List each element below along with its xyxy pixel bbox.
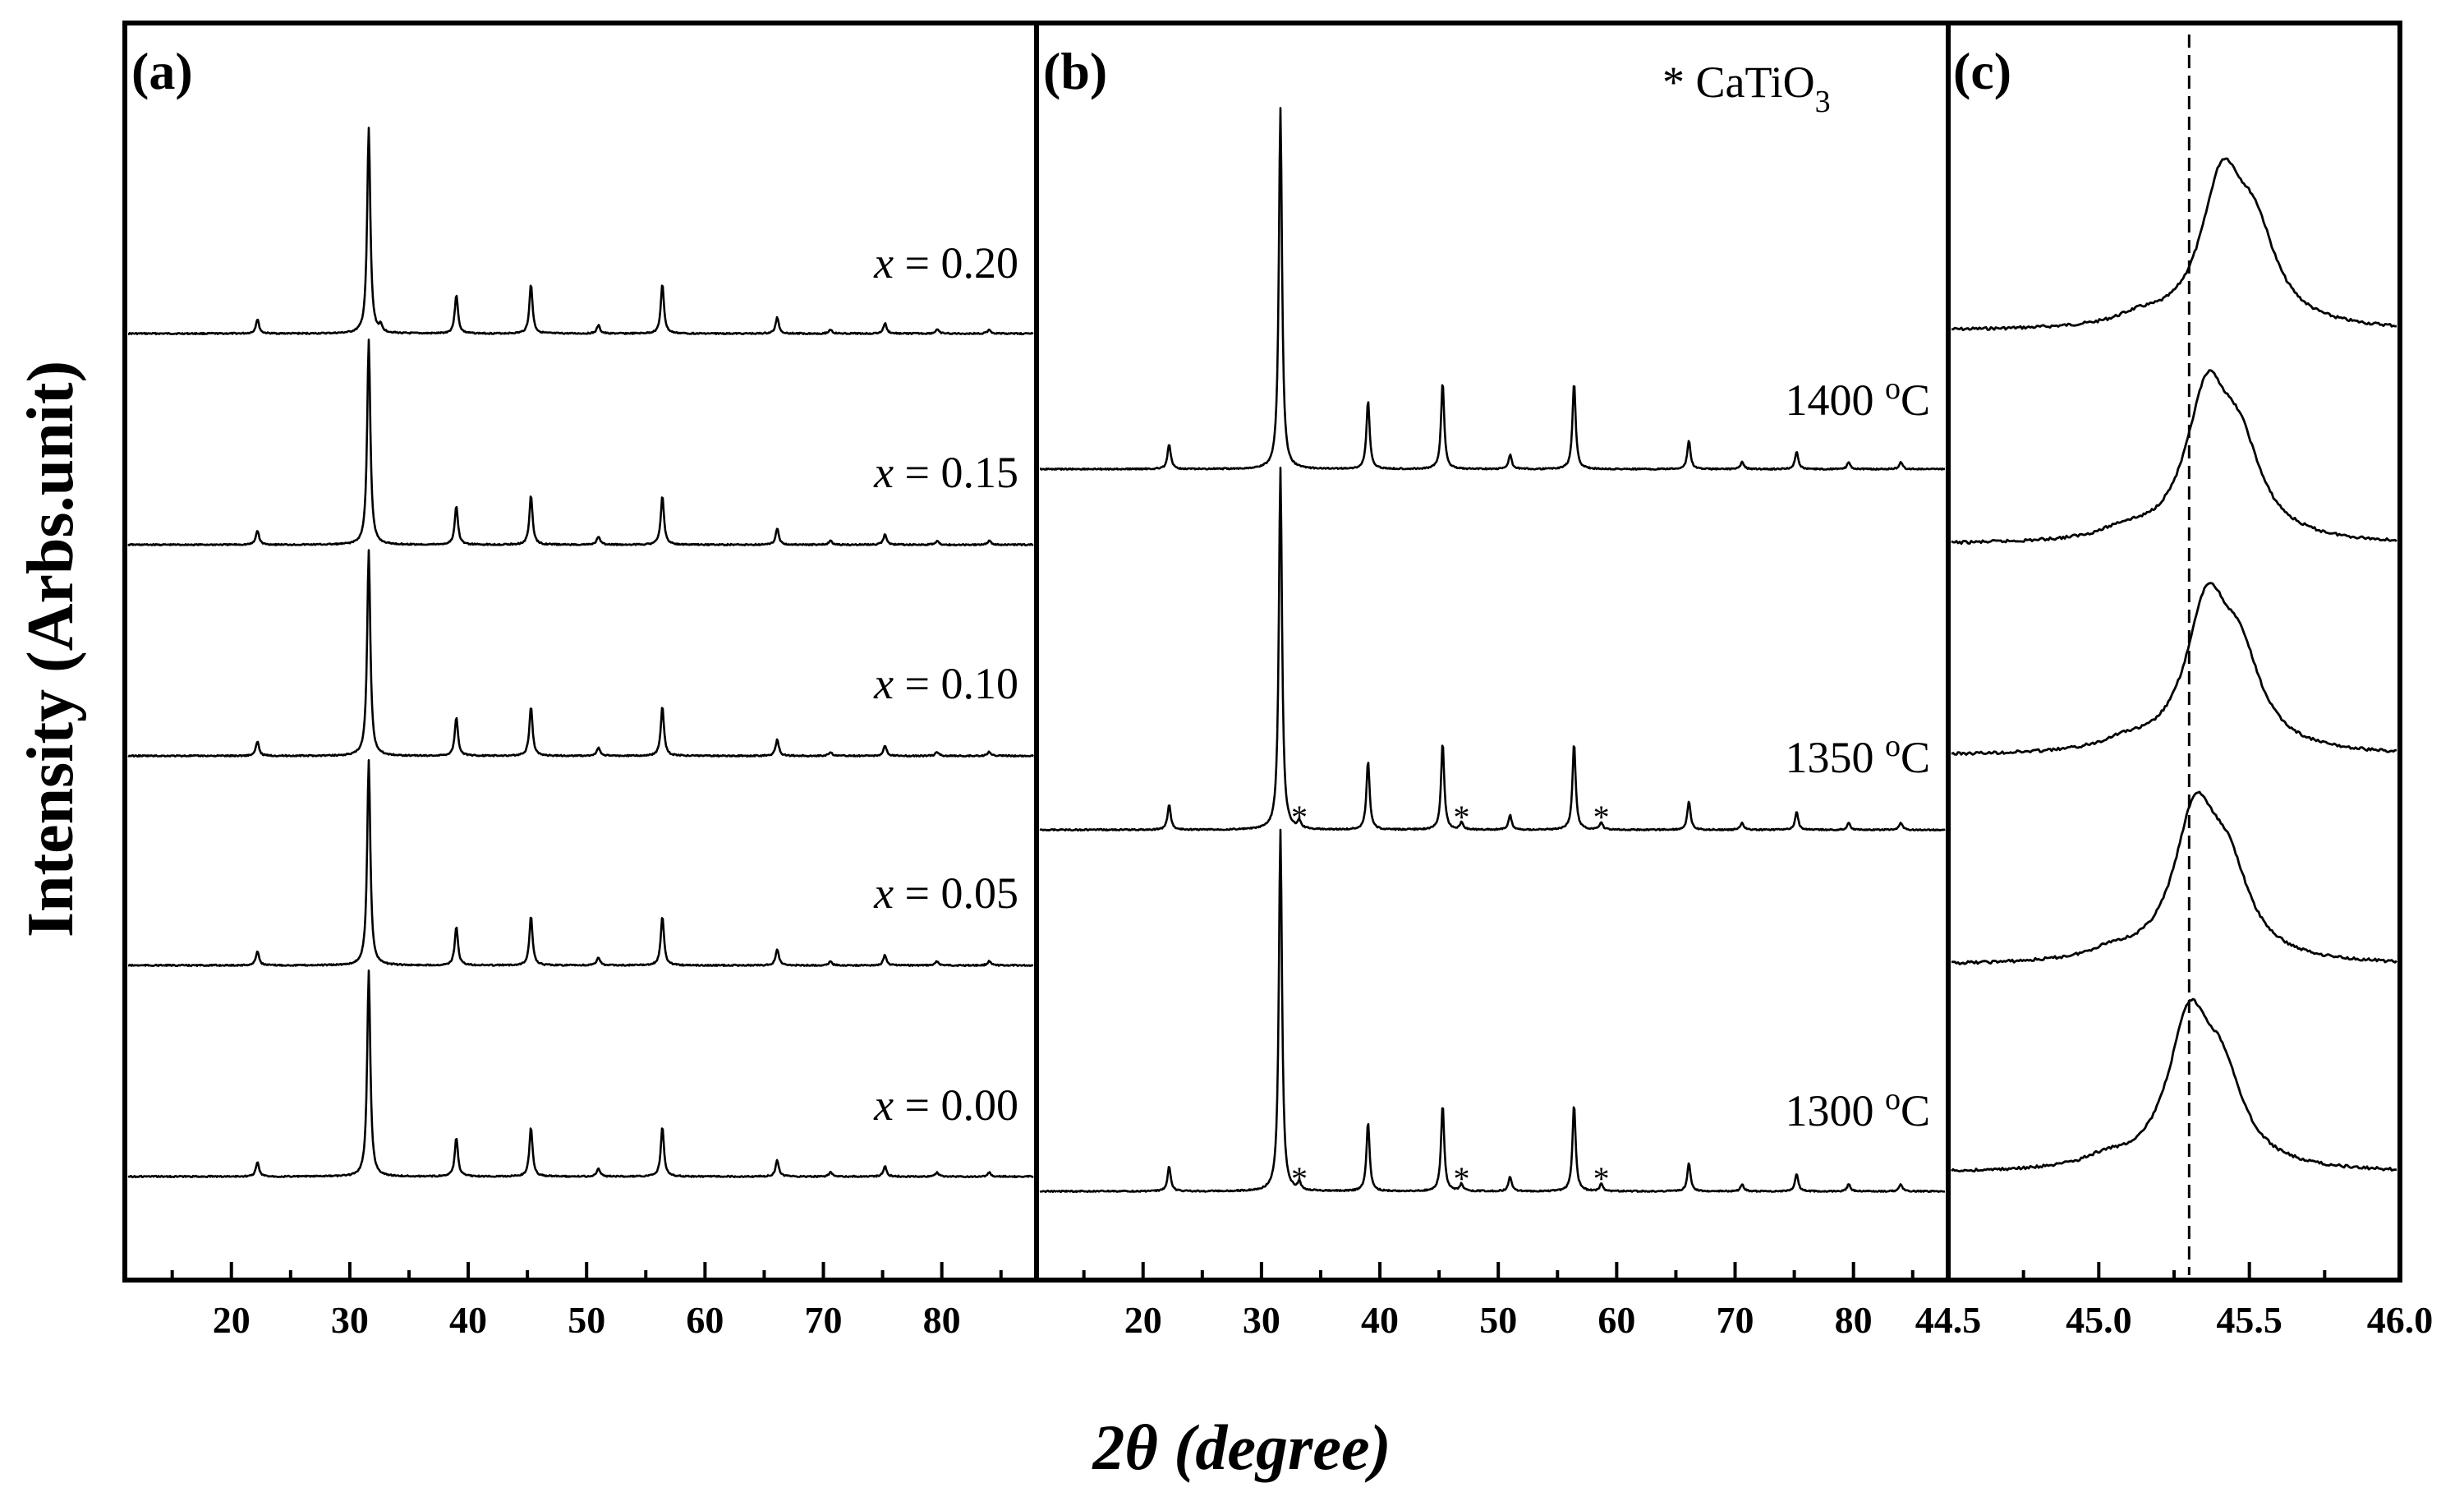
panel-b-series-label: 1300 oC (1785, 1082, 1930, 1135)
panel-c-series-line (1951, 582, 2397, 756)
panel-a-series-label-val: = 0.00 (894, 1080, 1018, 1130)
panel-c-series-line (1951, 790, 2397, 965)
panel-b-series-unit: C (1901, 375, 1930, 425)
panel-a-series-line (127, 339, 1034, 546)
panel-b-series-label: 1350 oC (1785, 729, 1930, 782)
panel-b-series-line (1039, 467, 1946, 831)
panel-b-series-unit: C (1901, 733, 1930, 782)
y-axis-label: Intensity (Arbs.unit) (15, 361, 87, 937)
catio3-legend-subscript: 3 (1815, 85, 1831, 119)
panel-b-tick-label: 50 (1479, 1299, 1517, 1341)
panel-b-tick-label: 40 (1361, 1299, 1399, 1341)
panel-b-series-line (1039, 107, 1946, 471)
panel-a-series-line (127, 758, 1034, 967)
panel-a-series-label: x = 0.15 (873, 448, 1018, 497)
panel-a-series-label-var: x (873, 659, 894, 708)
panel-c-series-line (1951, 369, 2397, 546)
panel-c-plot: 44.5 45.0 45.5 46.0 (1915, 35, 2434, 1341)
panel-b-series-label: 1400 oC (1785, 371, 1930, 425)
panel-b-degree-mark: o (1885, 1082, 1901, 1117)
catio3-impurity-marker: * (1291, 799, 1308, 836)
panel-a-series-label-val: = 0.15 (894, 448, 1018, 497)
panel-a-series-label-val: = 0.05 (894, 868, 1018, 918)
panel-a-tick-label: 30 (331, 1299, 369, 1341)
catio3-impurity-marker: * (1454, 1160, 1470, 1197)
panel-b-series-temp: 1300 (1785, 1086, 1885, 1135)
panel-b-degree-mark: o (1885, 729, 1901, 763)
panel-c-tick-label: 44.5 (1915, 1299, 1982, 1341)
panel-c-tick-label: 46.0 (2367, 1299, 2434, 1341)
panel-b-tick-label: 70 (1717, 1299, 1754, 1341)
panel-a-series-label-var: x (873, 448, 894, 497)
panel-a-tick-label: 50 (568, 1299, 605, 1341)
panel-a-series-line (127, 549, 1035, 758)
panel-b-series-line (1039, 828, 1946, 1193)
catio3-impurity-marker: * (1593, 799, 1610, 836)
panel-b-series-unit: C (1901, 1086, 1930, 1135)
panel-a-tick-label: 60 (686, 1299, 724, 1341)
panel-a-series-label: x = 0.05 (873, 868, 1018, 918)
panel-a-series-label-val: = 0.10 (894, 659, 1018, 708)
panel-c-title: (c) (1953, 42, 2011, 100)
panel-b-series-temp: 1400 (1785, 375, 1885, 425)
catio3-impurity-marker: * (1593, 1160, 1610, 1197)
panel-c-series-line (1951, 157, 2397, 332)
panel-b-series-temp: 1350 (1785, 733, 1885, 782)
panel-a-series-label: x = 0.20 (873, 238, 1018, 288)
panel-a-series-label: x = 0.00 (873, 1080, 1018, 1130)
panel-b-tick-label: 30 (1243, 1299, 1280, 1341)
panel-c-tick-label: 45.5 (2216, 1299, 2282, 1341)
panel-b-degree-mark: o (1885, 371, 1901, 406)
panel-a-tick-label: 70 (805, 1299, 843, 1341)
panel-a-tick-label: 40 (449, 1299, 487, 1341)
panel-b-title: (b) (1043, 42, 1107, 100)
panel-a-title: (a) (131, 42, 193, 100)
panel-a-series-label-var: x (873, 868, 894, 918)
x-axis-label: 2θ (degree) (1092, 1412, 1391, 1483)
catio3-impurity-marker: * (1454, 799, 1470, 836)
panel-a-series-label-val: = 0.20 (894, 238, 1018, 288)
panel-a-tick-label: 20 (213, 1299, 251, 1341)
panel-c-frame (1946, 21, 2402, 1283)
panel-b-tick-label: 20 (1124, 1299, 1162, 1341)
panel-b-tick-label: 60 (1597, 1299, 1635, 1341)
panel-b-tick-label: 80 (1835, 1299, 1873, 1341)
catio3-impurity-marker: * (1291, 1160, 1308, 1197)
panel-c-tick-label: 45.0 (2066, 1299, 2132, 1341)
panel-a-plot: x = 0.20x = 0.15x = 0.10x = 0.05x = 0.00… (127, 127, 1035, 1341)
panel-a-series-label-var: x (873, 238, 894, 288)
panel-c-series-line (1951, 997, 2397, 1173)
panel-a-series-line (127, 127, 1034, 336)
panel-a-series-label-var: x (873, 1080, 894, 1130)
catio3-legend-text: * CaTiO (1662, 58, 1815, 107)
panel-a-series-line (127, 969, 1034, 1179)
panel-a-series-label: x = 0.10 (873, 659, 1018, 708)
panel-a-tick-label: 80 (923, 1299, 961, 1341)
catio3-legend: * CaTiO3 (1662, 58, 1831, 119)
